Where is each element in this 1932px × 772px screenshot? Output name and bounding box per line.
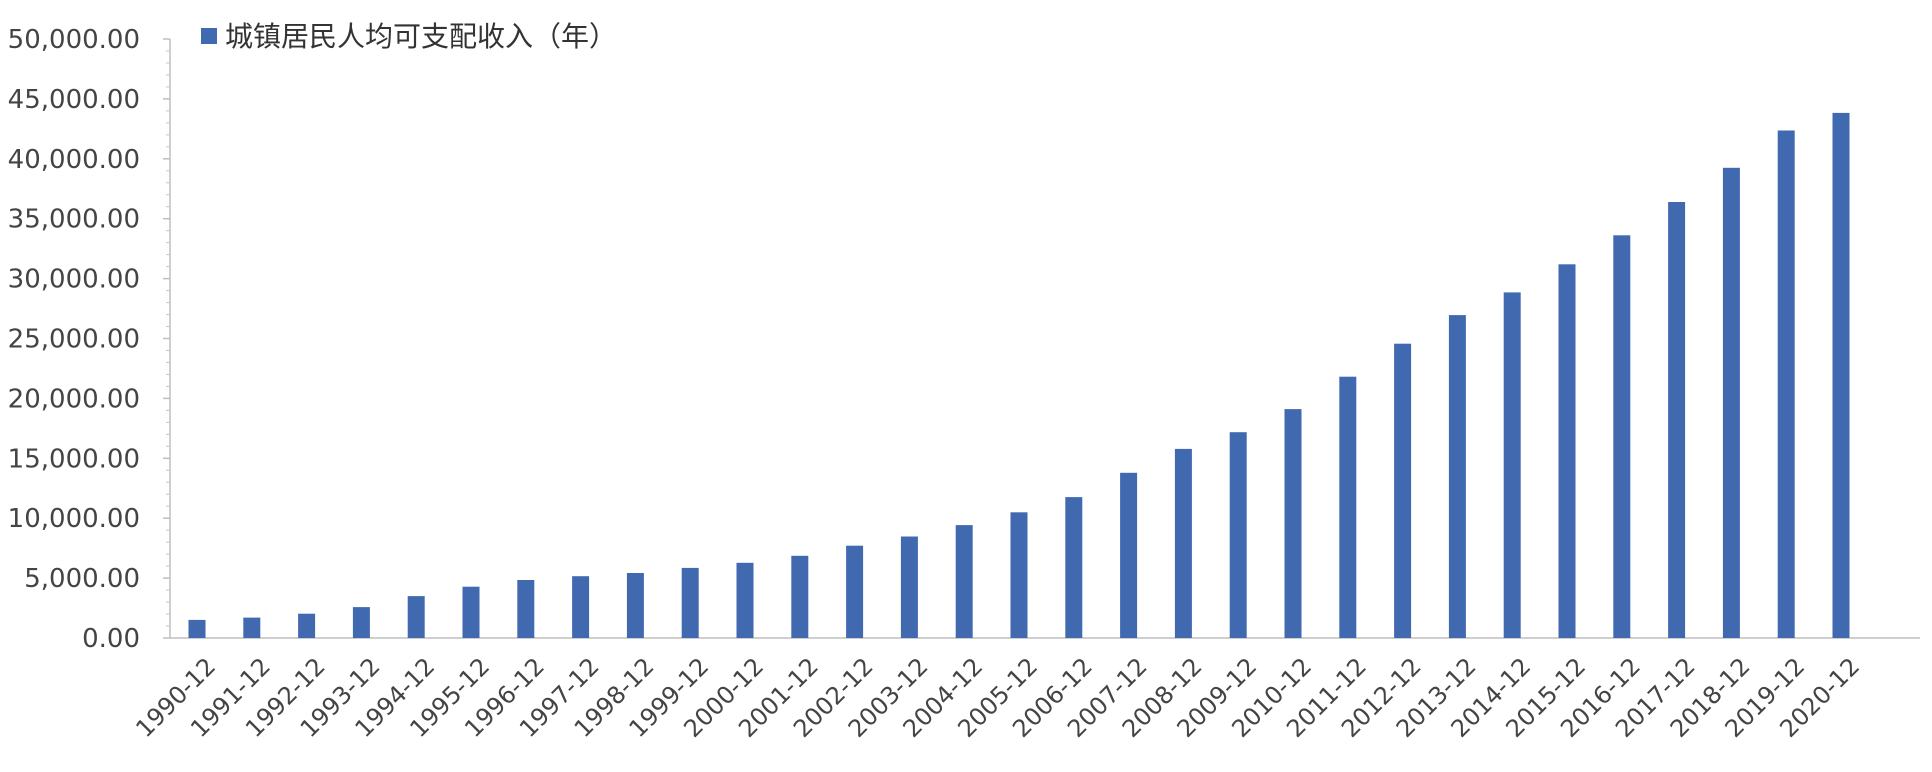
bar-1992-12 bbox=[298, 613, 316, 638]
bar-1998-12 bbox=[626, 573, 644, 638]
bar-2010-12 bbox=[1284, 409, 1302, 638]
bar-2006-12 bbox=[1065, 497, 1083, 638]
y-tick-label: 10,000.00 bbox=[8, 504, 140, 534]
y-tick-label: 5,000.00 bbox=[24, 564, 140, 594]
bar-1996-12 bbox=[517, 580, 535, 638]
y-axis-ticks: 0.00 5,000.00 10,000.00 15,000.00 20,000.00 2… bbox=[8, 25, 171, 654]
bar-2002-12 bbox=[846, 545, 864, 638]
bar-1993-12 bbox=[352, 607, 370, 638]
bar-2020-12 bbox=[1832, 112, 1850, 638]
legend-label: 城镇居民人均可支配收入（年） bbox=[225, 20, 617, 53]
bar-2017-12 bbox=[1668, 202, 1686, 638]
y-tick-label: 20,000.00 bbox=[8, 384, 140, 414]
bar-1991-12 bbox=[243, 617, 261, 638]
x-axis-tick-labels: 1990-121991-121992-121993-121994-121995-… bbox=[130, 652, 1865, 743]
bar-2018-12 bbox=[1722, 167, 1740, 639]
bar-2011-12 bbox=[1339, 376, 1357, 638]
bar-2019-12 bbox=[1777, 130, 1795, 638]
bar-1990-12 bbox=[188, 619, 206, 638]
y-tick-label: 0.00 bbox=[82, 624, 140, 654]
bar-2014-12 bbox=[1503, 292, 1521, 638]
bar-1994-12 bbox=[407, 596, 425, 638]
bar-2000-12 bbox=[736, 562, 754, 638]
bar-2013-12 bbox=[1448, 315, 1466, 638]
bar-2004-12 bbox=[955, 525, 973, 638]
y-tick-label: 45,000.00 bbox=[8, 85, 140, 115]
bar-2008-12 bbox=[1174, 448, 1192, 638]
bar-1999-12 bbox=[681, 567, 699, 638]
bar-2001-12 bbox=[791, 555, 809, 638]
bar-2015-12 bbox=[1558, 264, 1576, 638]
bar-2003-12 bbox=[900, 536, 918, 638]
bar-1995-12 bbox=[462, 586, 480, 638]
y-tick-label: 25,000.00 bbox=[8, 325, 140, 355]
bar-2007-12 bbox=[1120, 472, 1138, 638]
legend: 城镇居民人均可支配收入（年） bbox=[201, 20, 617, 53]
bar-2009-12 bbox=[1229, 432, 1247, 638]
bar-2016-12 bbox=[1613, 235, 1631, 639]
bar-1997-12 bbox=[572, 576, 590, 638]
y-tick-label: 30,000.00 bbox=[8, 265, 140, 295]
y-tick-label: 35,000.00 bbox=[8, 205, 140, 235]
y-tick-label: 50,000.00 bbox=[8, 25, 140, 55]
bar-2005-12 bbox=[1010, 512, 1028, 638]
legend-swatch bbox=[201, 28, 217, 44]
y-tick-label: 40,000.00 bbox=[8, 145, 140, 175]
bar-2012-12 bbox=[1394, 343, 1412, 638]
y-tick-label: 15,000.00 bbox=[8, 444, 140, 474]
bars bbox=[188, 112, 1850, 639]
